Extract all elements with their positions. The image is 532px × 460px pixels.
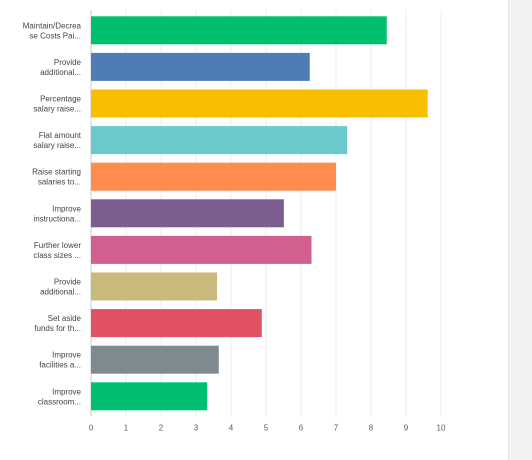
x-tick-label: 10 — [437, 424, 446, 433]
category-label: Improve — [52, 387, 81, 396]
bars — [91, 16, 428, 411]
x-axis-ticks: 0 1 2 3 4 5 6 7 8 9 10 — [89, 424, 446, 433]
bar[interactable] — [91, 199, 284, 228]
category-label: salary raise... — [33, 105, 81, 114]
x-tick-label: 2 — [159, 424, 164, 433]
category-label: Raise starting — [32, 168, 81, 177]
category-label: Provide — [54, 278, 82, 287]
category-label: Set aside — [48, 314, 82, 323]
category-label: Flat amount — [39, 131, 82, 140]
x-tick-label: 4 — [229, 424, 234, 433]
bar[interactable] — [91, 52, 310, 81]
category-label: facilities a... — [39, 361, 81, 370]
x-tick-label: 1 — [124, 424, 129, 433]
category-label: Improve — [52, 351, 81, 360]
bar[interactable] — [91, 235, 312, 264]
category-label: additional... — [40, 68, 81, 77]
bar[interactable] — [91, 272, 217, 301]
category-label: Provide — [54, 58, 82, 67]
category-label: additional... — [40, 288, 81, 297]
category-label: salary raise... — [33, 141, 81, 150]
category-label: Improve — [52, 204, 81, 213]
category-label: se Costs Pai... — [29, 31, 81, 40]
category-label: Percentage — [40, 95, 81, 104]
category-label: class sizes ... — [33, 251, 81, 260]
x-tick-label: 3 — [194, 424, 199, 433]
x-tick-label: 7 — [334, 424, 339, 433]
bar[interactable] — [91, 309, 262, 338]
category-label: Maintain/Decrea — [23, 21, 82, 30]
category-label: funds for th... — [34, 324, 81, 333]
bar[interactable] — [91, 16, 387, 45]
category-label: instructiona... — [33, 214, 81, 223]
bar[interactable] — [91, 162, 336, 191]
bar[interactable] — [91, 382, 208, 411]
x-tick-label: 5 — [264, 424, 269, 433]
x-tick-label: 8 — [369, 424, 374, 433]
bar[interactable] — [91, 345, 219, 374]
x-tick-label: 6 — [299, 424, 304, 433]
side-panel — [508, 0, 532, 460]
bar[interactable] — [91, 89, 428, 118]
chart-panel: Maintain/Decrea se Costs Pai... Provide add… — [22, 10, 446, 433]
x-tick-label: 0 — [89, 424, 94, 433]
x-tick-label: 9 — [404, 424, 409, 433]
category-label: classroom... — [38, 397, 81, 406]
bar[interactable] — [91, 126, 348, 155]
category-label: Further lower — [34, 241, 81, 250]
category-label: salaries to... — [38, 178, 81, 187]
